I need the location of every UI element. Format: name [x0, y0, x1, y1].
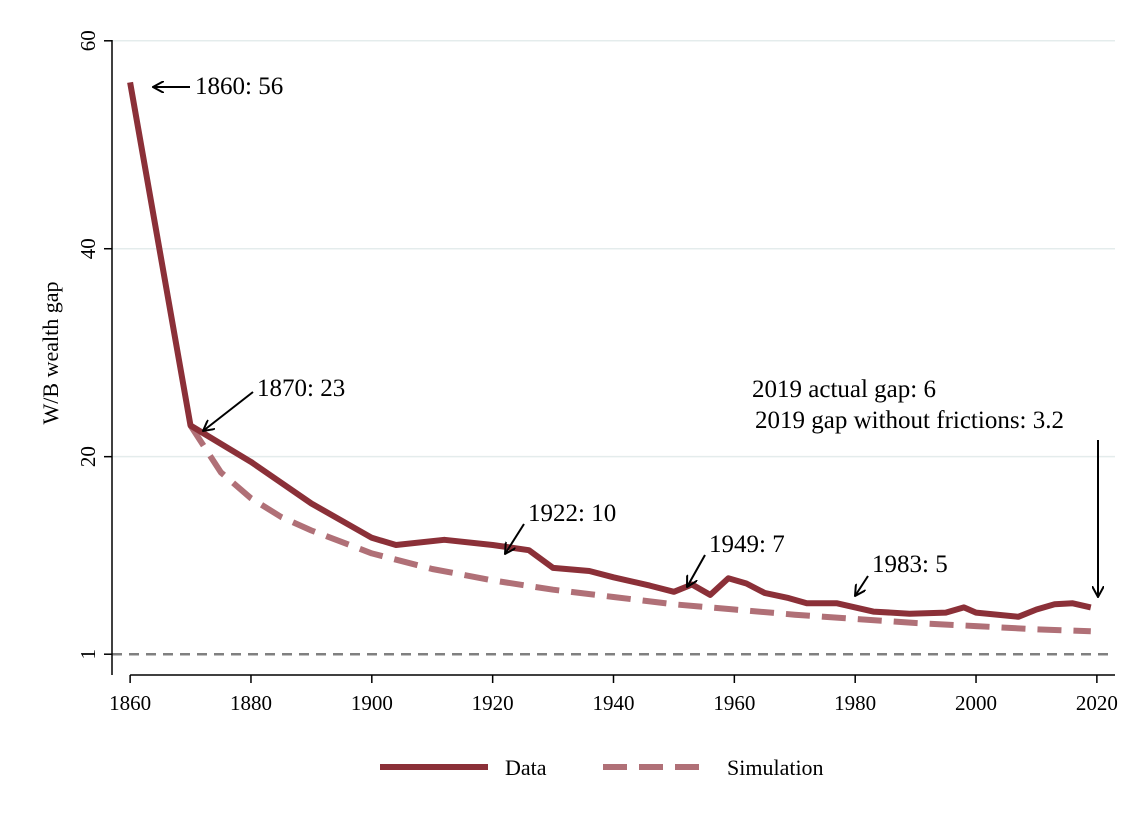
- x-tick-label: 1980: [834, 691, 876, 715]
- legend-label-data: Data: [505, 755, 547, 780]
- annotation-arrow: [855, 575, 869, 596]
- x-tick-label: 1940: [593, 691, 635, 715]
- y-axis-title: W/B wealth gap: [38, 282, 63, 425]
- x-tick-label: 2000: [955, 691, 997, 715]
- x-tick-label: 2020: [1076, 691, 1118, 715]
- x-tick-label: 1960: [713, 691, 755, 715]
- annotation-label: 2019 actual gap: 6: [752, 376, 936, 403]
- y-tick-label: 20: [76, 446, 100, 467]
- x-tick-label: 1860: [109, 691, 151, 715]
- annotation-label: 1870: 23: [257, 375, 345, 402]
- y-tick-label: 40: [76, 238, 100, 259]
- annotation-label: 1860: 56: [195, 73, 283, 100]
- legend-label-simulation: Simulation: [727, 755, 824, 780]
- annotation-label: 1949: 7: [709, 531, 785, 558]
- annotation-arrow: [687, 554, 706, 587]
- annotation-label: 1983: 5: [872, 551, 948, 578]
- series-line-simulation: [187, 423, 1091, 635]
- series-layer: [127, 81, 1092, 635]
- annotation-arrow: [505, 523, 525, 554]
- annotation-arrow: [203, 391, 254, 431]
- annotation-label: 2019 gap without frictions: 3.2: [755, 407, 1064, 434]
- gridlines: [112, 40, 1115, 458]
- x-tick-label: 1880: [230, 691, 272, 715]
- annotations: 1860: 56 1870: 23 1922: 10 1949: 7 1983: 5 20…: [153, 73, 1098, 597]
- y-tick-label: 60: [76, 30, 100, 51]
- axes: 1 20 40 60 1860 1880 1900 1920 1940 1960 1980 2000 2…: [76, 30, 1118, 715]
- annotation-label: 1922: 10: [528, 500, 616, 527]
- x-tick-label: 1920: [472, 691, 514, 715]
- y-tick-label: 1: [76, 649, 100, 660]
- x-tick-label: 1900: [351, 691, 393, 715]
- legend: Data Simulation: [380, 755, 824, 780]
- series-line-data: [127, 81, 1092, 620]
